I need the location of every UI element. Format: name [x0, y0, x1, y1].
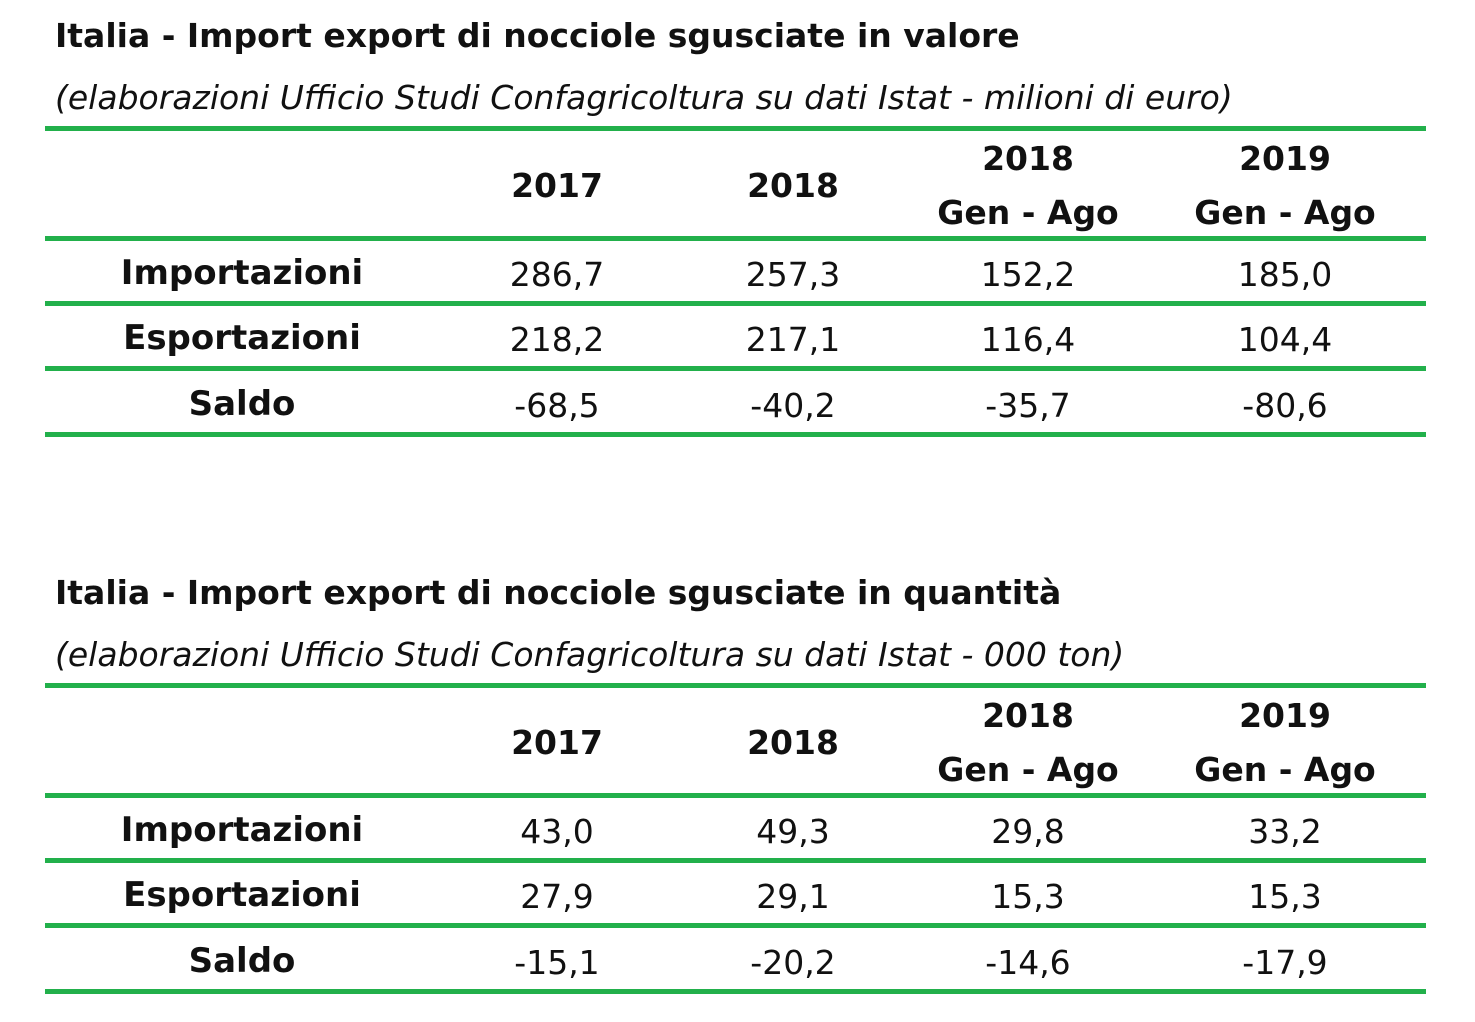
table-cell: 15,3 [991, 877, 1065, 916]
column-header-2019-gen-ago-year: 2019 [1239, 139, 1331, 178]
rule-header [45, 236, 1426, 241]
table-cell: -14,6 [985, 943, 1071, 982]
table-cell: 15,3 [1248, 877, 1322, 916]
table-title: Italia - Import export di nocciole sgusc… [55, 573, 1062, 612]
table-cell: -15,1 [514, 943, 600, 982]
column-header-2018-gen-ago-period: Gen - Ago [937, 750, 1119, 789]
column-header-2018-gen-ago-period: Gen - Ago [937, 193, 1119, 232]
table-cell: -20,2 [750, 943, 836, 982]
table-cell: 286,7 [509, 255, 605, 294]
row-label-importazioni: Importazioni [120, 253, 364, 293]
table-cell: 29,8 [991, 812, 1065, 851]
table-cell: 104,4 [1237, 320, 1333, 359]
table-cell: 218,2 [509, 320, 605, 359]
rule-row [45, 366, 1426, 371]
table-cell: -35,7 [985, 386, 1071, 425]
column-header-2017: 2017 [511, 166, 603, 205]
table-subtitle: (elaborazioni Ufficio Studi Confagricolt… [55, 78, 1233, 117]
column-header-2019-gen-ago-year: 2019 [1239, 696, 1331, 735]
column-header-2018-gen-ago-year: 2018 [982, 696, 1074, 735]
table-cell: -80,6 [1242, 386, 1328, 425]
row-label-importazioni: Importazioni [120, 810, 364, 850]
table-subtitle: (elaborazioni Ufficio Studi Confagricolt… [55, 635, 1125, 674]
column-header-2019-gen-ago-period: Gen - Ago [1194, 750, 1376, 789]
column-header-2017: 2017 [511, 723, 603, 762]
table-title: Italia - Import export di nocciole sgusc… [55, 16, 1020, 55]
table-cell: 49,3 [756, 812, 830, 851]
rule-top [45, 126, 1426, 131]
column-header-2018: 2018 [747, 166, 839, 205]
table-cell: 185,0 [1237, 255, 1333, 294]
table-cell: 43,0 [520, 812, 594, 851]
rule-top [45, 683, 1426, 688]
table-cell: 29,1 [756, 877, 830, 916]
rule-bottom [45, 432, 1426, 437]
table-cell: -68,5 [514, 386, 600, 425]
table-cell: 33,2 [1248, 812, 1322, 851]
table-cell: 152,2 [980, 255, 1076, 294]
table-cell: 257,3 [745, 255, 841, 294]
column-header-2019-gen-ago-period: Gen - Ago [1194, 193, 1376, 232]
row-label-esportazioni: Esportazioni [123, 318, 361, 358]
table-cell: 27,9 [520, 877, 594, 916]
table-cell: 116,4 [980, 320, 1076, 359]
table-cell: 217,1 [745, 320, 841, 359]
rule-header [45, 793, 1426, 798]
rule-row [45, 858, 1426, 863]
row-label-saldo: Saldo [188, 941, 296, 981]
table-cell: -40,2 [750, 386, 836, 425]
rule-row [45, 923, 1426, 928]
row-label-saldo: Saldo [188, 384, 296, 424]
column-header-2018: 2018 [747, 723, 839, 762]
column-header-2018-gen-ago-year: 2018 [982, 139, 1074, 178]
table-cell: -17,9 [1242, 943, 1328, 982]
rule-row [45, 301, 1426, 306]
rule-bottom [45, 989, 1426, 994]
row-label-esportazioni: Esportazioni [123, 875, 361, 915]
